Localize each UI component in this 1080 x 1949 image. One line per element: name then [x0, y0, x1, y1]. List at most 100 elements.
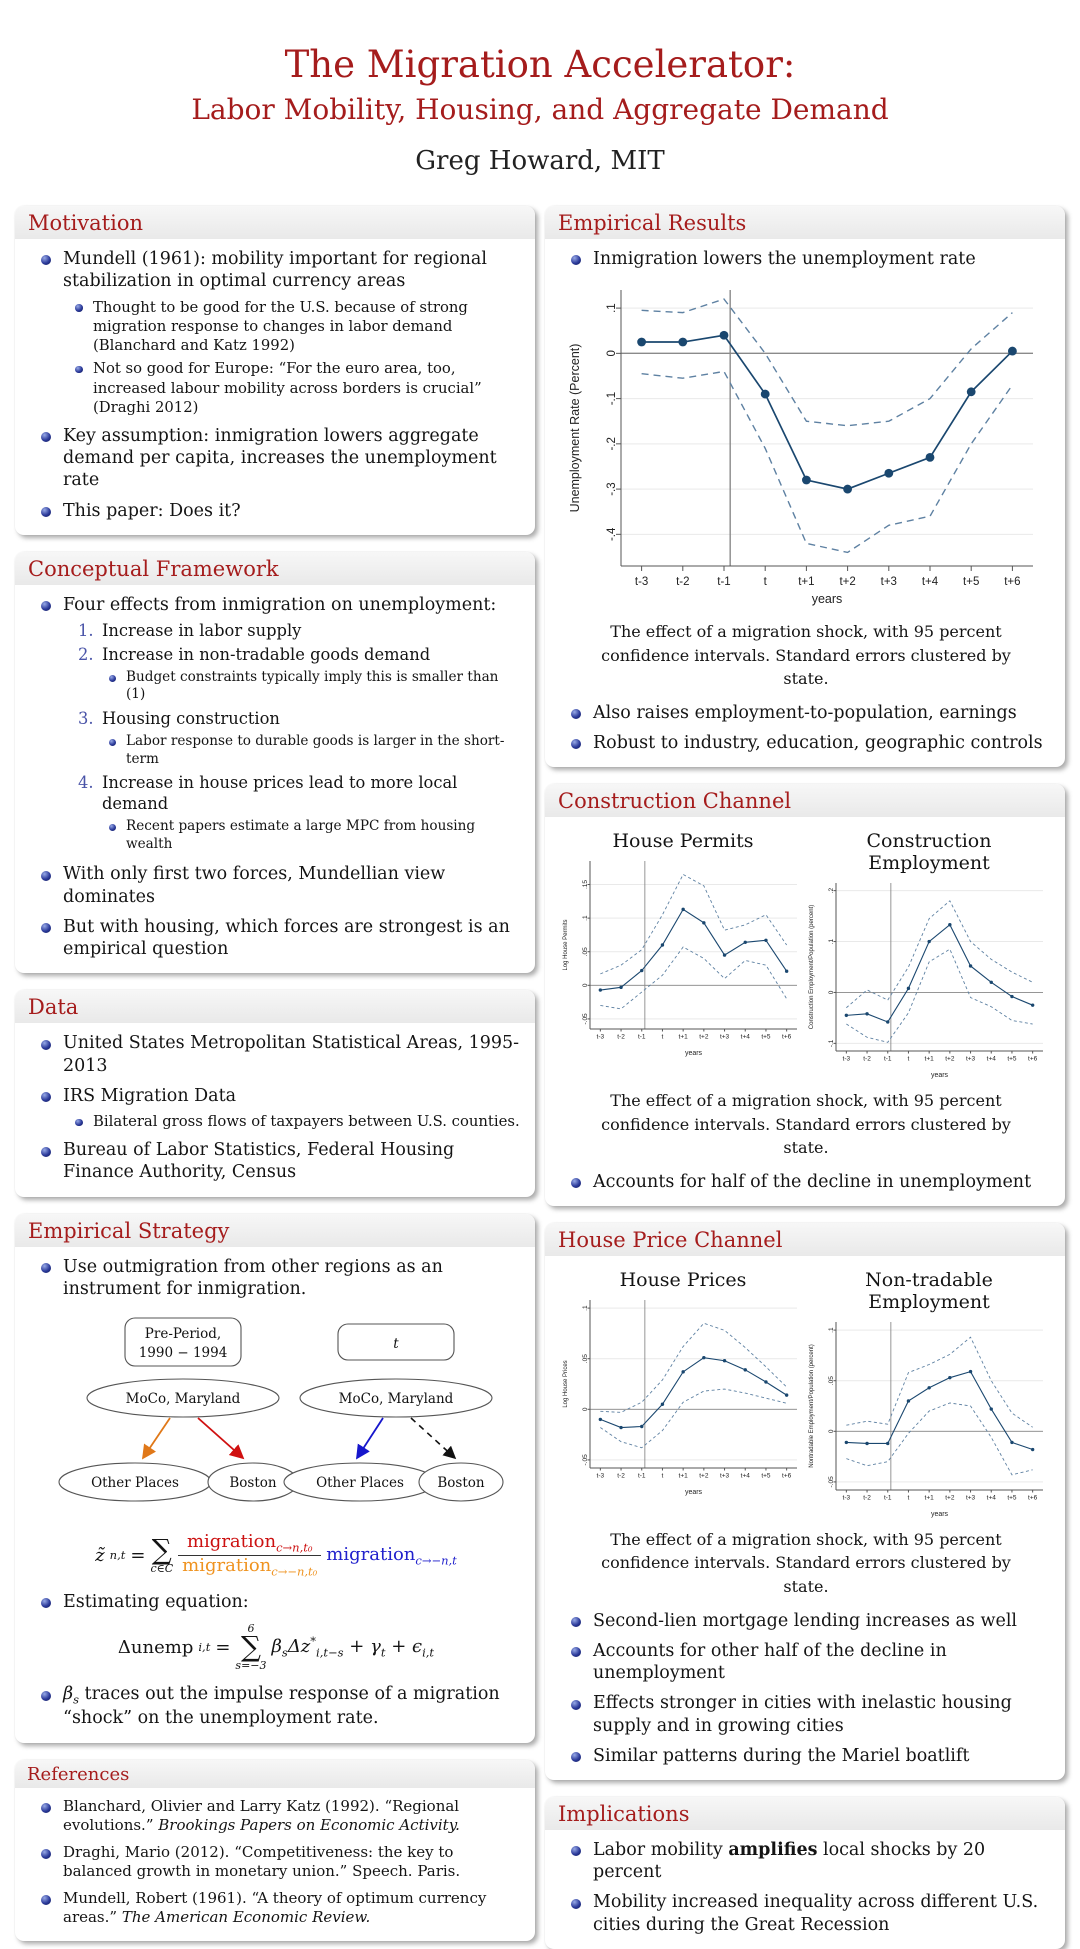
chart-caption: The effect of a migration shock, with 95…	[601, 1091, 1011, 1157]
bullet-item: Recent papers estimate a large MPC from …	[108, 818, 522, 853]
house-permits-chart: .15 .1 .05 0 -.05 t-3 t-2 t-1 t t+1 t+2 t+3 t+4 t+5 t+…	[563, 861, 797, 1057]
svg-text:t+5: t+5	[1007, 1056, 1017, 1063]
svg-text:t+4: t+4	[987, 1056, 997, 1063]
section-implications: Implications Labor mobility amplifies lo…	[545, 1797, 1065, 1949]
bullet-item: Not so good for Europe: “For the euro ar…	[73, 359, 522, 417]
bullet-item: Labor response to durable goods is large…	[108, 733, 522, 768]
bullet-text: traces out the impulse response of a mig…	[63, 1684, 500, 1729]
svg-text:t+2: t+2	[699, 1034, 709, 1041]
section-title: House Price Channel	[545, 1223, 1065, 1257]
svg-text:.1: .1	[828, 1327, 835, 1333]
unemployment-irf-chart: .1 0 -.1 -.2 -.3 -.4 t-3 t-2 t-1 t t+1 t+2 t+3 t+4 t+5…	[568, 290, 1033, 606]
svg-text:0: 0	[582, 1407, 589, 1411]
bullet-item: Accounts for other half of the decline i…	[568, 1640, 1052, 1684]
svg-text:t+4: t+4	[741, 1034, 751, 1041]
sub-bullet-list: Budget constraints typically imply this …	[102, 669, 522, 704]
section-empirical-results: Empirical Results Inmigration lowers the…	[545, 206, 1065, 768]
svg-text:Nontradable Employment/Populat: Nontradable Employment/Population (perce…	[809, 1344, 815, 1467]
moco-label-right: MoCo, Maryland	[339, 1391, 454, 1407]
bullet-list: Second-lien mortgage lending increases a…	[560, 1610, 1052, 1767]
svg-text:t+5: t+5	[761, 1034, 771, 1041]
svg-text:t-1: t-1	[884, 1495, 892, 1502]
section-title: Conceptual Framework	[15, 551, 535, 585]
bullet-item: βs traces out the impulse response of a …	[38, 1683, 522, 1729]
bullet-item: Use outmigration from other regions as a…	[38, 1256, 522, 1300]
svg-text:t+5: t+5	[761, 1473, 771, 1480]
svg-text:0: 0	[582, 983, 589, 987]
sub-bullet-list: Thought to be good for the U.S. because …	[63, 298, 522, 417]
svg-text:years: years	[931, 1511, 949, 1518]
numbered-text: Increase in non-tradable goods demand	[102, 644, 431, 664]
reference-list: Blanchard, Olivier and Larry Katz (1992)…	[30, 1797, 522, 1928]
left-column: Motivation Mundell (1961): mobility impo…	[15, 206, 535, 1941]
bullet-list: Accounts for half of the decline in unem…	[560, 1171, 1052, 1193]
poster-subtitle: Labor Mobility, Housing, and Aggregate D…	[191, 92, 889, 126]
sub-bullet-list: Recent papers estimate a large MPC from …	[102, 818, 522, 853]
svg-text:.1: .1	[606, 304, 618, 314]
house-prices-chart: .1 .05 0 -.05 t-3 t-2 t-1 t t+1 t+2 t+3 t+4 t+5 t+6 ye…	[563, 1300, 797, 1496]
section-data: Data United States Metropolitan Statisti…	[15, 990, 535, 1197]
svg-text:t-2: t-2	[617, 1034, 625, 1041]
svg-text:t: t	[662, 1473, 664, 1480]
section-house-price-channel: House Price Channel House Prices .1 .05 0 -…	[545, 1223, 1065, 1781]
eq2-lhs-sub: i,t	[198, 1640, 211, 1655]
svg-text:t+1: t+1	[798, 576, 814, 588]
svg-text:t+3: t+3	[881, 576, 897, 588]
svg-text:t-3: t-3	[843, 1056, 851, 1063]
svg-text:t: t	[908, 1495, 910, 1502]
bullet-item: Labor mobility amplifies local shocks by…	[568, 1839, 1052, 1883]
svg-text:-.05: -.05	[582, 1013, 589, 1025]
bullet-item: IRS Migration Data Bilateral gross flows…	[38, 1085, 522, 1131]
svg-text:.05: .05	[582, 947, 589, 956]
bullet-item: Bilateral gross flows of taxpayers betwe…	[73, 1112, 522, 1131]
sum-operator: ∑ c∈C	[150, 1532, 174, 1576]
svg-text:.1: .1	[582, 915, 589, 921]
svg-text:Log House Permits: Log House Permits	[563, 920, 569, 971]
nontradable-employment-chart: .1 .05 0 -.05 t-3 t-2 t-1 t t+1 t+2 t+3 t+4 t+5 t+6 ye…	[809, 1322, 1043, 1518]
period-t-label: t	[393, 1336, 399, 1352]
bullet-list: Mundell (1961): mobility important for r…	[30, 248, 522, 522]
bullet-list: βs traces out the impulse response of a …	[30, 1683, 522, 1729]
svg-text:t+6: t+6	[1004, 576, 1020, 588]
boston-label-right: Boston	[437, 1475, 485, 1491]
bullet-item: Also raises employment-to-population, ea…	[568, 702, 1052, 724]
section-title: Construction Channel	[545, 784, 1065, 818]
boston-label-left: Boston	[229, 1475, 277, 1491]
svg-text:t-2: t-2	[617, 1473, 625, 1480]
chart-title: House Permits	[612, 830, 754, 853]
svg-text:t+4: t+4	[987, 1495, 997, 1502]
section-title: Implications	[545, 1797, 1065, 1831]
moco-label-left: MoCo, Maryland	[126, 1391, 241, 1407]
arrow-pre-boston	[197, 1417, 245, 1460]
bullet-item: Mundell (1961): mobility important for r…	[38, 248, 522, 417]
svg-text:years: years	[812, 592, 843, 606]
section-title: Data	[15, 990, 535, 1024]
instrument-equation: z̃ n,t = ∑ c∈C migrationc→n,t₀ migrationc…	[30, 1531, 522, 1579]
svg-text:t+2: t+2	[945, 1495, 955, 1502]
chart-title: House Prices	[619, 1269, 747, 1292]
moco-ellipse-right	[299, 1378, 493, 1418]
bullet-list: Four effects from inmigration on unemplo…	[30, 594, 522, 960]
svg-text:t+2: t+2	[839, 576, 855, 588]
svg-text:t-1: t-1	[638, 1473, 646, 1480]
svg-text:t+5: t+5	[1007, 1495, 1017, 1502]
house-prices-panel: House Prices .1 .05 0 -.05 t-3 t-2 t-1 t t+1 t+2 t…	[560, 1267, 806, 1518]
svg-text:t-3: t-3	[597, 1473, 605, 1480]
other-places-label-left: Other Places	[91, 1475, 179, 1491]
pre-period-label-line2: 1990 − 1994	[139, 1345, 228, 1361]
numbered-item: Increase in non-tradable goods demand Bu…	[75, 645, 522, 706]
svg-text:Unemployment Rate (Percent): Unemployment Rate (Percent)	[568, 344, 582, 513]
svg-text:.05: .05	[582, 1354, 589, 1363]
house-permits-panel: House Permits .15 .1 .05 0 -.05 t-3 t-2 t-1 t t+1…	[560, 828, 806, 1079]
bullet-text: IRS Migration Data	[63, 1085, 237, 1106]
svg-text:.15: .15	[582, 880, 589, 889]
eq2-terms: βsΔz*i,t−s + γt + ϵi,t	[271, 1634, 435, 1660]
svg-text:-.05: -.05	[582, 1454, 589, 1466]
svg-text:Construction Employment/Popula: Construction Employment/Population (perc…	[809, 905, 815, 1029]
svg-text:-.1: -.1	[828, 1040, 835, 1048]
section-title: Motivation	[15, 206, 535, 240]
period-t-box	[337, 1323, 455, 1361]
bullet-list: United States Metropolitan Statistical A…	[30, 1032, 522, 1183]
svg-text:t+6: t+6	[1028, 1495, 1038, 1502]
bullet-item: With only first two forces, Mundellian v…	[38, 863, 522, 907]
